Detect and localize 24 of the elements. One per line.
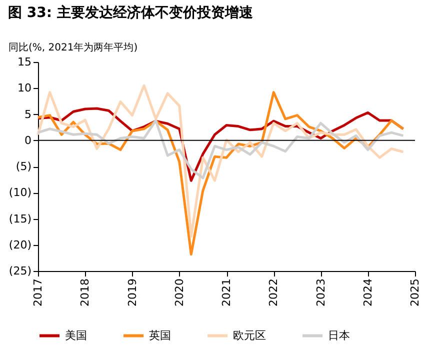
y-tick-label: 0 [24, 134, 32, 147]
y-tick-label: (10) [8, 186, 32, 200]
y-tick-label: 15 [18, 56, 32, 68]
x-tick-label: 2022 [267, 278, 280, 306]
x-tick-label: 2024 [361, 278, 374, 306]
x-tick-label: 2019 [126, 278, 139, 306]
y-tick-label: (5) [16, 160, 32, 173]
y-tick-label: (15) [8, 212, 32, 226]
y-tick-label: 10 [18, 82, 32, 95]
y-tick-label: (20) [8, 238, 32, 252]
x-tick-label: 2023 [314, 278, 328, 306]
chart-title: 图 33: 主要发达经济体不变价投资增速 [8, 4, 254, 21]
x-tick-label: 2018 [78, 278, 92, 306]
legend-label: 欧元区 [233, 328, 266, 342]
legend-label: 英国 [149, 328, 171, 342]
y-tick-label: 5 [24, 108, 32, 121]
y-axis-title: 同比(%, 2021年为两年平均) [8, 42, 138, 54]
x-tick-label: 2025 [408, 278, 422, 306]
x-tick-label: 2017 [32, 278, 44, 306]
legend-label: 日本 [328, 328, 350, 342]
x-tick-label: 2021 [220, 278, 233, 306]
x-tick-label: 2020 [172, 278, 186, 306]
legend-label: 美国 [65, 328, 87, 342]
y-tick-label: (25) [8, 264, 32, 278]
